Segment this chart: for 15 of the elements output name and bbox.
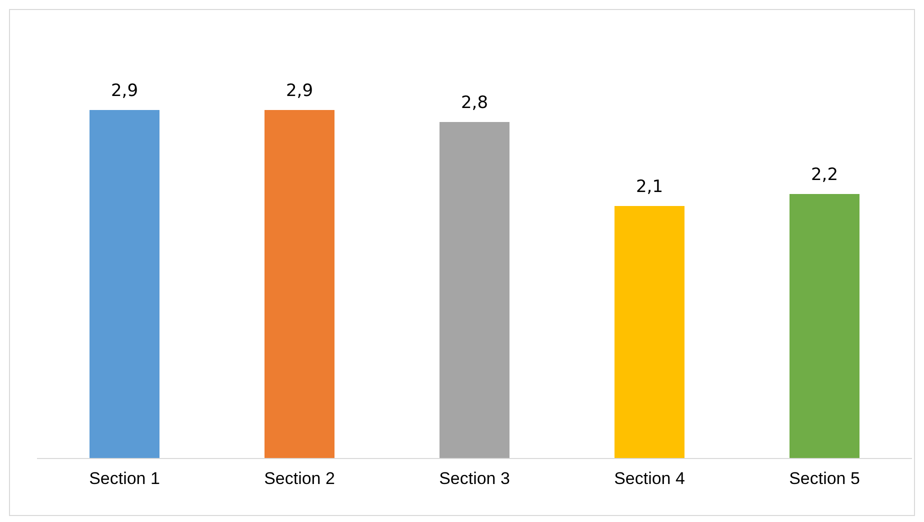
data-label: 2,8 (460, 93, 488, 113)
x-tick-label: Section 3 (439, 469, 510, 488)
data-label: 2,1 (636, 177, 664, 197)
x-tick-label: Section 5 (789, 469, 860, 488)
data-label: 2,2 (810, 165, 838, 185)
data-label: 2,9 (110, 81, 138, 101)
bar (614, 206, 684, 458)
x-tick-label: Section 1 (89, 469, 160, 488)
bar (90, 110, 160, 458)
bar (790, 194, 860, 458)
x-tick-label: Section 4 (614, 469, 685, 488)
bar (440, 122, 510, 458)
data-label: 2,9 (286, 81, 314, 101)
bar (264, 110, 334, 458)
x-tick-label: Section 2 (264, 469, 335, 488)
